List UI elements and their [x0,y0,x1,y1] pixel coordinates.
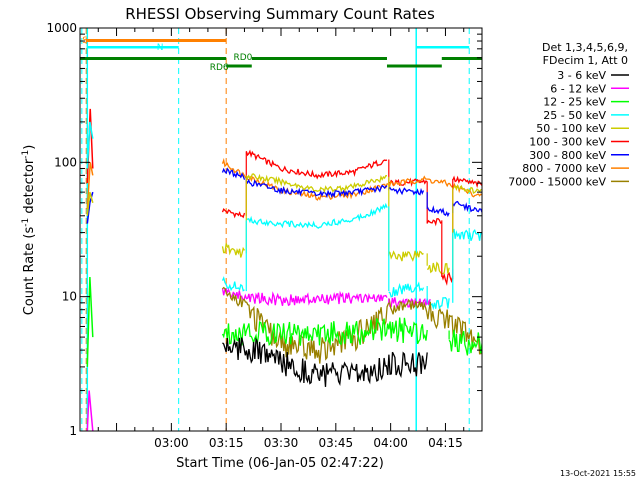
legend-entry-label: 300 - 800 keV [529,149,606,162]
series-4-segment-4 [452,228,482,242]
series-0-segment-1 [245,149,388,180]
legend-entry-label: 800 - 7000 keV [522,162,606,175]
y-tick-label: 100 [54,155,77,169]
series-4-segment-2 [388,281,425,298]
series-0-segment-0 [221,208,246,219]
series-3-segment-0 [221,243,246,258]
series-2-segment-2 [388,186,425,196]
series-0-segment-5 [452,175,482,189]
x-tick-label: 04:00 [373,436,408,450]
y-label-mid: detector [22,158,37,218]
series-3-segment-3 [426,261,450,275]
series-5-segment-0 [221,287,388,307]
legend-header-line: FDecim 1, Att 0 [543,54,628,67]
series-4-segment-1 [246,202,388,229]
series-8-segment-0 [222,337,428,387]
series-3-segment-4 [452,183,482,194]
x-tick-label: 03:45 [319,436,354,450]
decimation-bar [226,64,252,68]
early-spike-3 [86,277,94,367]
axes-layer: 1 10 100 1000 03:00 03:15 03:30 03:45 04:00 04:15 [46,21,482,450]
series-0-segment-3 [426,218,443,227]
series-3-segment-2 [388,250,424,262]
series-3-segment-1 [245,173,388,194]
early-spike-5 [86,191,94,216]
legend: Det 1,3,4,5,6,9,FDecim 1, Att 0 3 - 6 keV… [508,41,629,188]
decimation-bar [251,57,387,60]
early-spike-2 [86,191,94,224]
x-axis-label: Start Time (06-Jan-05 02:47:22) [176,456,384,471]
legend-entry-label: 25 - 50 keV [543,109,606,122]
night-flag-label: N [157,43,164,53]
legend-entry-label: 100 - 300 keV [529,136,606,149]
night-bar [416,46,470,49]
series-2-segment-4 [452,200,482,213]
rd0-flag-label: RD0 [233,53,252,63]
series-6-segment-0 [222,286,482,364]
x-tick-label: 04:15 [428,436,463,450]
generation-timestamp: 13-Oct-2021 15:55 [560,469,636,478]
y-label-main: Count Rate (s [22,227,37,316]
legend-entry-label: 3 - 6 keV [557,69,606,82]
x-tick-label: 03:30 [264,436,299,450]
y-tick-label: 1 [69,424,77,438]
y-tick-label: 10 [62,290,77,304]
y-axis-label: Count Rate (s-1 detector-1) [21,145,37,316]
early-spike-1 [86,162,94,209]
series-2-segment-0 [221,167,246,180]
legend-entry-label: 6 - 12 keV [550,82,606,95]
x-tick-label: 03:00 [154,436,189,450]
decimation-bar [386,64,442,68]
y-label-sup1: -1 [21,218,31,227]
decimation-bar [80,57,227,60]
series-layer [86,108,482,431]
x-tick-label: 03:15 [209,436,244,450]
series-2-segment-3 [426,205,450,218]
early-spike-6 [86,121,94,169]
series-2-segment-1 [245,178,388,199]
early-spike-4 [86,390,94,431]
series-4-segment-0 [221,276,245,292]
y-label-sup2: -1 [21,150,31,159]
decimation-bar [441,57,482,60]
series-7-segment-1 [448,329,482,356]
legend-entry-label: 7000 - 15000 keV [508,175,606,188]
rd6-flag-label: RD6 [210,63,229,73]
legend-entry-label: 12 - 25 keV [543,96,606,109]
series-0-segment-4 [441,271,454,286]
y-label-end: ) [22,145,37,150]
night-bar [87,46,179,49]
saa-flag-label: S [82,36,88,46]
chart-title: RHESSI Observing Summary Count Rates [125,5,435,23]
legend-header-line: Det 1,3,4,5,6,9, [542,41,628,54]
y-tick-label: 1000 [46,21,77,35]
legend-entry-label: 50 - 100 keV [536,122,606,135]
saa-bar [86,39,227,42]
series-7-segment-0 [221,317,428,346]
